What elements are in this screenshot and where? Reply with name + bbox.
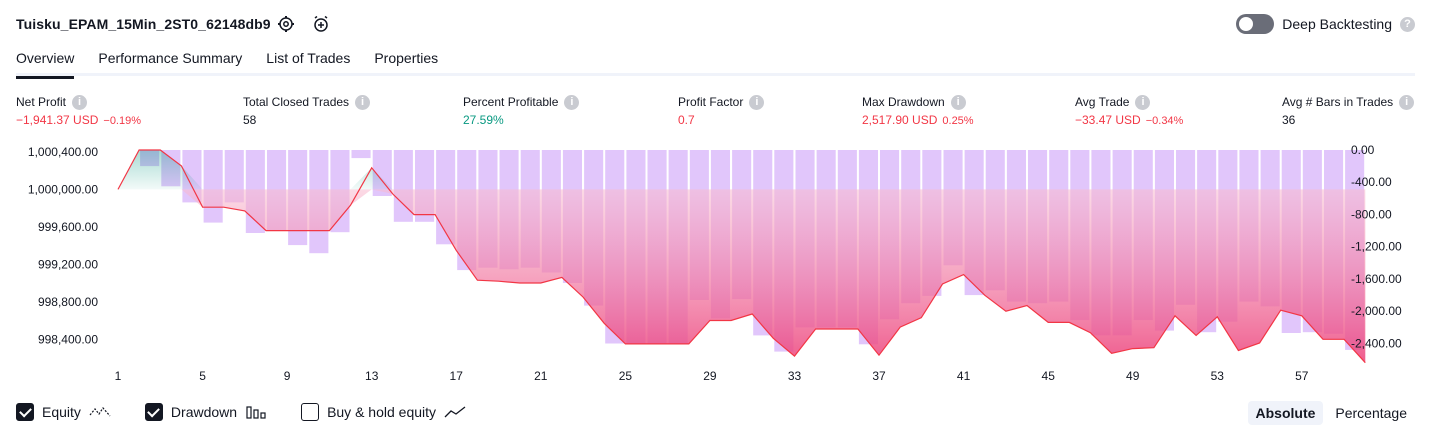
- tab-bar: Overview Performance Summary List of Tra…: [16, 46, 1415, 79]
- info-icon[interactable]: i: [564, 94, 580, 110]
- metric-net-profit: Net Profit i −1,941.37 USD −0.19%: [16, 94, 141, 127]
- tab-list-of-trades[interactable]: List of Trades: [266, 50, 351, 66]
- metric-label: Total Closed Trades: [243, 95, 350, 109]
- x-axis-tick: 49: [1126, 369, 1140, 383]
- bar-chart-icon: [246, 406, 266, 419]
- metric-value: 58: [243, 113, 257, 127]
- metric-label: Percent Profitable: [463, 95, 559, 109]
- buy-hold-checkbox[interactable]: [301, 403, 320, 421]
- drawdown-bar: [203, 150, 223, 223]
- equity-line-icon: [89, 407, 111, 417]
- metric-label: Avg # Bars in Trades: [1282, 95, 1394, 109]
- alarm-clock-icon[interactable]: [311, 14, 331, 34]
- x-axis-tick: 29: [703, 369, 717, 383]
- legend-equity-label: Equity: [42, 404, 81, 420]
- info-icon[interactable]: i: [1399, 94, 1415, 110]
- x-axis-tick: 21: [534, 369, 548, 383]
- metric-label: Net Profit: [16, 95, 67, 109]
- info-icon[interactable]: i: [1135, 94, 1151, 110]
- left-axis-tick: 999,200.00: [38, 257, 98, 271]
- right-axis-tick: -2,400.00: [1351, 337, 1402, 351]
- metric-total-closed-trades: Total Closed Trades i 58: [243, 94, 371, 127]
- right-axis-tick: -2,000.00: [1351, 304, 1402, 318]
- equity-loss-area: [118, 189, 1366, 363]
- deep-backtesting: Deep Backtesting ?: [1236, 14, 1415, 34]
- metric-value: 0.7: [678, 113, 695, 127]
- x-axis-tick: 1: [115, 369, 122, 383]
- x-axis-tick: 57: [1295, 369, 1309, 383]
- info-icon[interactable]: i: [749, 94, 765, 110]
- metric-value: −1,941.37 USD: [16, 113, 99, 127]
- deep-backtesting-toggle[interactable]: [1236, 14, 1275, 34]
- absolute-button[interactable]: Absolute: [1247, 401, 1324, 425]
- metric-value: 36: [1282, 113, 1296, 127]
- right-axis-tick: 0.00: [1351, 143, 1375, 157]
- metric-pct: −0.34%: [1145, 115, 1184, 127]
- legend-drawdown-label: Drawdown: [170, 404, 238, 420]
- metric-pct: −0.19%: [103, 115, 142, 127]
- legend-drawdown[interactable]: Drawdown: [144, 403, 267, 421]
- drawdown-bar: [351, 150, 371, 159]
- chart-legend: Equity Drawdown Buy & hold equity: [16, 403, 466, 421]
- info-icon[interactable]: i: [72, 94, 88, 110]
- metric-value: −33.47 USD: [1075, 113, 1141, 127]
- percentage-button[interactable]: Percentage: [1335, 405, 1407, 421]
- left-axis-tick: 1,000,400.00: [28, 145, 98, 159]
- x-axis-tick: 33: [788, 369, 802, 383]
- left-axis-tick: 1,000,000.00: [28, 182, 98, 196]
- tab-properties[interactable]: Properties: [374, 50, 439, 66]
- metric-value: 27.59%: [463, 113, 504, 127]
- metric-avg-trade: Avg Trade i −33.47 USD −0.34%: [1075, 94, 1183, 127]
- strategy-title: Tuisku_EPAM_15Min_2ST0_62148db9: [16, 16, 271, 32]
- gear-icon[interactable]: [276, 14, 296, 34]
- right-axis-tick: -1,200.00: [1351, 240, 1402, 254]
- drawdown-bar: [224, 150, 244, 203]
- x-axis-tick: 45: [1042, 369, 1056, 383]
- right-axis-tick: -1,600.00: [1351, 272, 1402, 286]
- right-axis-tick: -400.00: [1351, 175, 1392, 189]
- metric-avg-bars-in-trades: Avg # Bars in Trades i 36: [1282, 94, 1415, 127]
- metric-pct: 0.25%: [942, 115, 974, 127]
- legend-equity[interactable]: Equity: [16, 403, 111, 421]
- left-axis-tick: 999,600.00: [38, 220, 98, 234]
- metric-label: Max Drawdown: [862, 95, 945, 109]
- equity-drawdown-chart[interactable]: 1,000,400.00 1,000,000.00 999,600.00 999,20…: [0, 140, 1431, 390]
- tab-performance-summary[interactable]: Performance Summary: [98, 50, 243, 66]
- metric-label: Profit Factor: [678, 95, 744, 109]
- equity-line: [117, 149, 1366, 364]
- tab-overview[interactable]: Overview: [16, 46, 75, 79]
- x-axis-tick: 25: [619, 369, 633, 383]
- x-axis-tick: 41: [957, 369, 971, 383]
- x-axis-tick: 37: [872, 369, 886, 383]
- info-icon[interactable]: i: [355, 94, 371, 110]
- metric-label: Avg Trade: [1075, 95, 1130, 109]
- view-mode-toggle: Absolute Percentage: [1247, 401, 1416, 425]
- x-axis-tick: 9: [284, 369, 291, 383]
- question-icon[interactable]: ?: [1400, 16, 1415, 32]
- x-axis-tick: 17: [450, 369, 464, 383]
- metric-value: 2,517.90 USD: [862, 113, 938, 127]
- left-axis-tick: 998,400.00: [38, 332, 98, 346]
- info-icon[interactable]: i: [950, 94, 966, 110]
- equity-checkbox[interactable]: [16, 403, 34, 421]
- x-axis-tick: 5: [199, 369, 206, 383]
- deep-backtesting-label: Deep Backtesting: [1282, 16, 1392, 32]
- legend-buy-hold-label: Buy & hold equity: [327, 404, 437, 420]
- right-axis-tick: -800.00: [1351, 208, 1392, 222]
- metric-max-drawdown: Max Drawdown i 2,517.90 USD 0.25%: [862, 94, 974, 127]
- metric-percent-profitable: Percent Profitable i 27.59%: [463, 94, 580, 127]
- drawdown-checkbox[interactable]: [144, 403, 163, 421]
- strategy-header: Tuisku_EPAM_15Min_2ST0_62148db9 Deep Bac…: [16, 12, 1415, 38]
- x-axis-tick: 53: [1211, 369, 1225, 383]
- trend-line-icon: [444, 406, 466, 418]
- metric-profit-factor: Profit Factor i 0.7: [678, 94, 765, 127]
- metrics-row: Net Profit i −1,941.37 USD −0.19% Total Cl…: [16, 94, 1415, 130]
- x-axis-tick: 13: [365, 369, 379, 383]
- left-axis-tick: 998,800.00: [38, 295, 98, 309]
- legend-buy-hold[interactable]: Buy & hold equity: [301, 403, 466, 421]
